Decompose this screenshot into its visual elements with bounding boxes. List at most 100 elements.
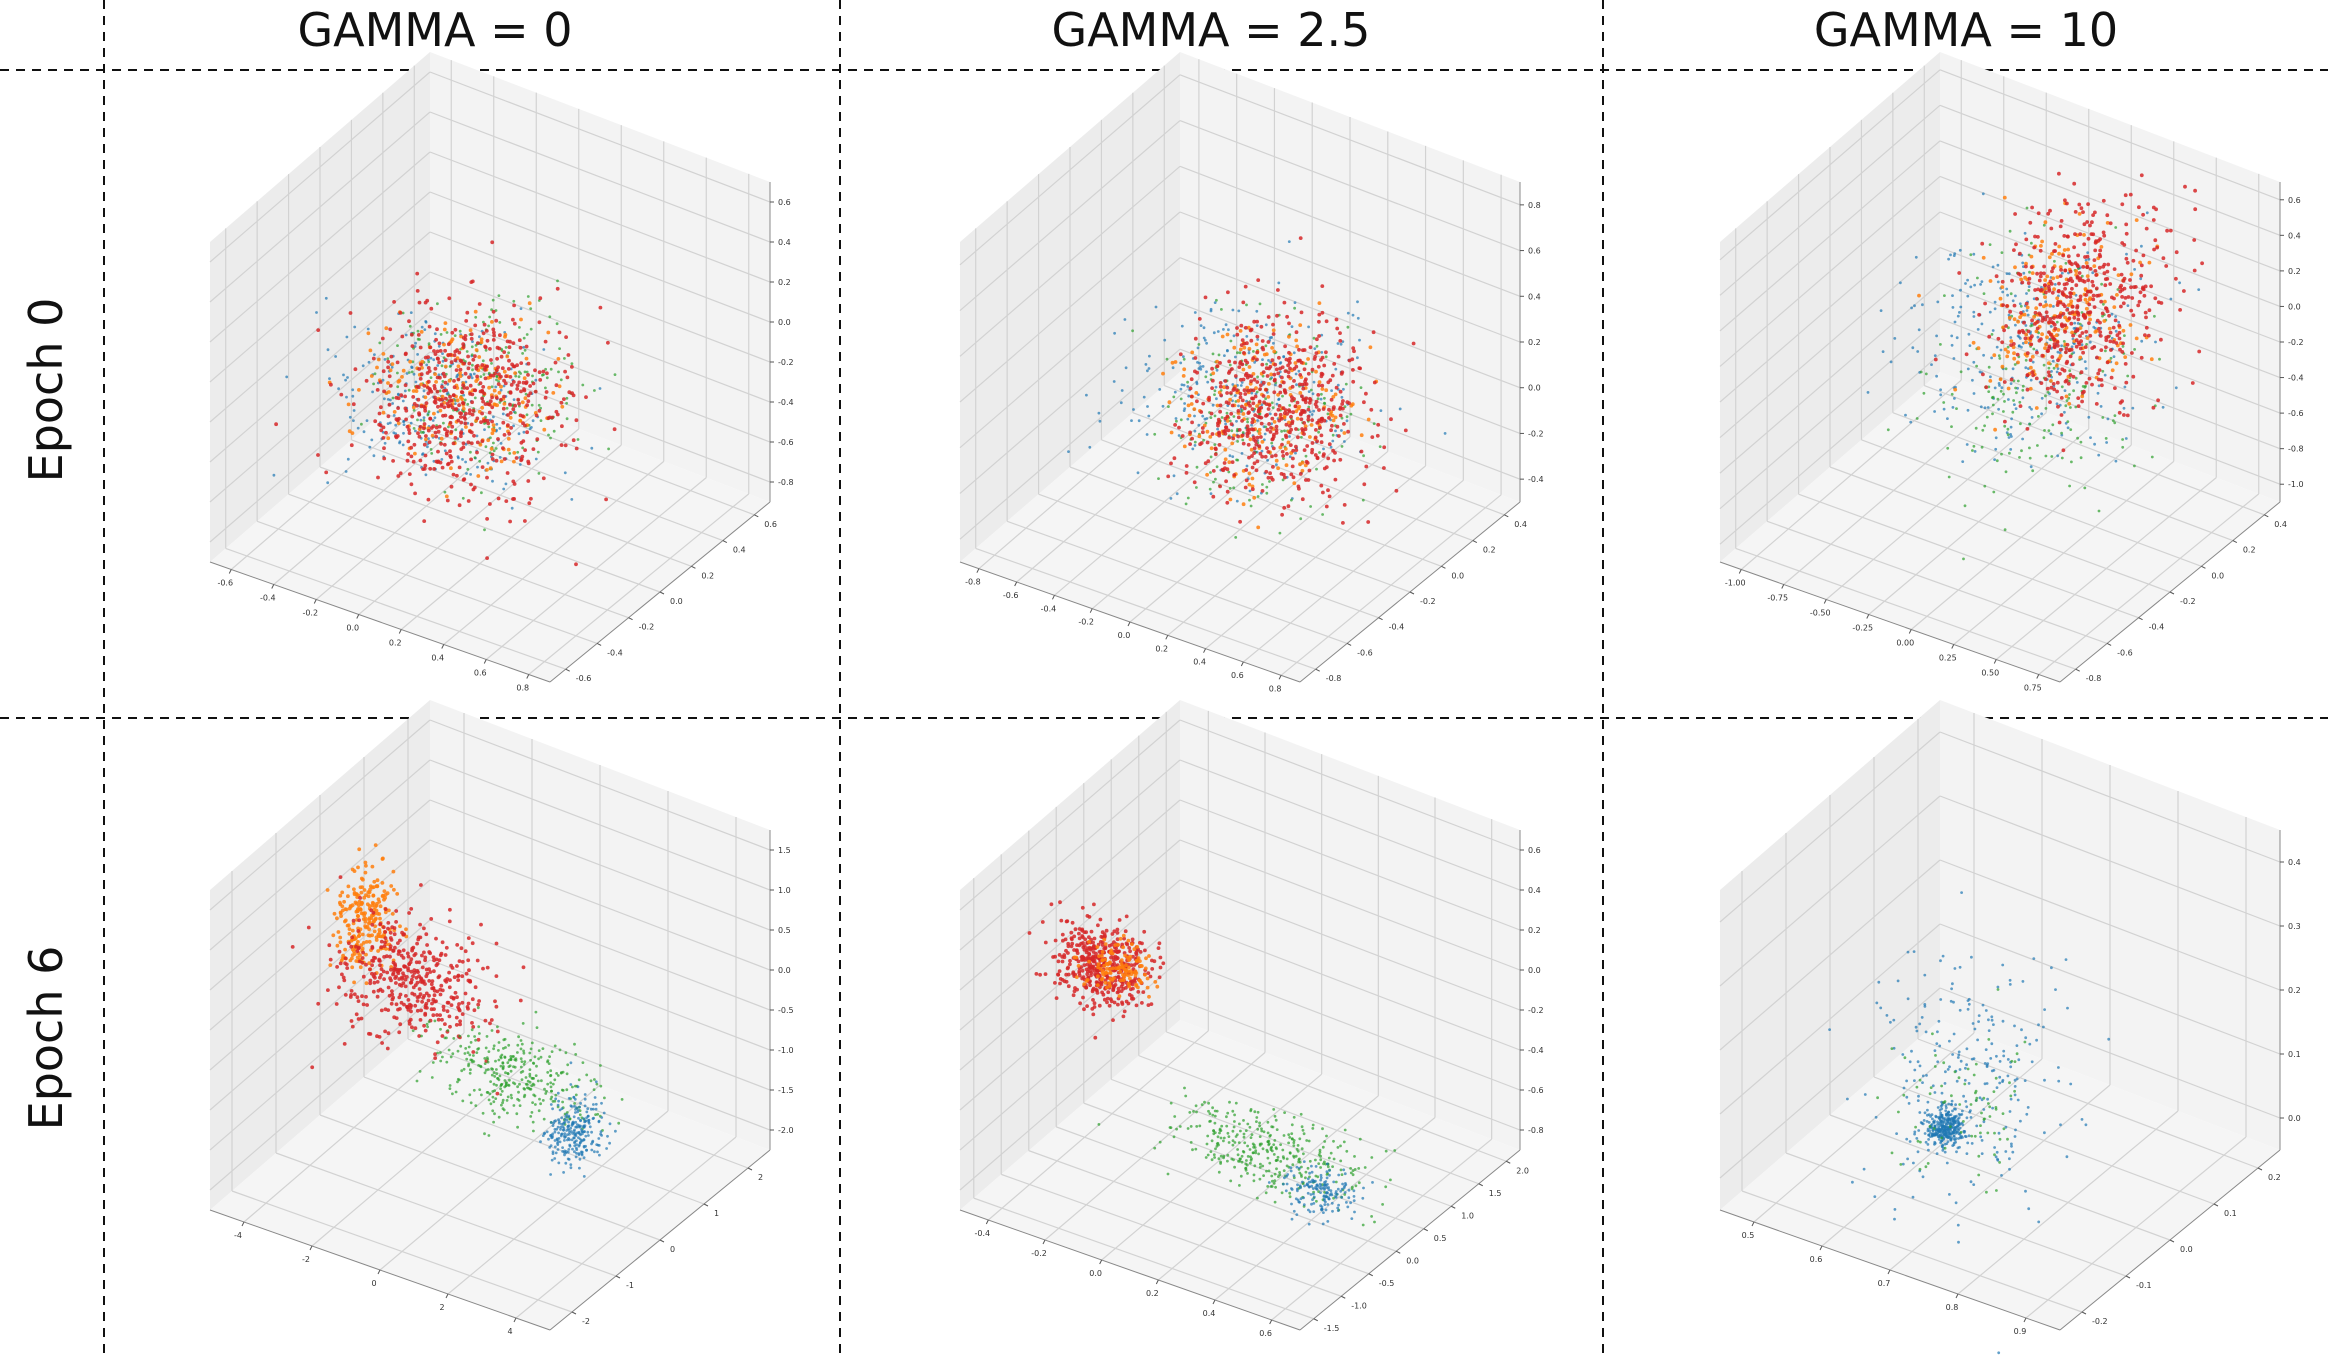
point-class_c bbox=[529, 1115, 533, 1118]
x-tick-label: -0.25 bbox=[1852, 624, 1873, 633]
point-class_a bbox=[382, 456, 387, 461]
point-class_a bbox=[1249, 379, 1253, 384]
point-class_a bbox=[2193, 188, 2198, 193]
point-class_a bbox=[441, 371, 446, 376]
point-class_a bbox=[376, 988, 381, 993]
point-class_b bbox=[1981, 255, 1986, 260]
point-class_d bbox=[1949, 253, 1952, 257]
point-class_d bbox=[1182, 355, 1185, 358]
point-class_a bbox=[1244, 468, 1249, 472]
point-class_a bbox=[2080, 331, 2085, 335]
floor-pane bbox=[210, 372, 770, 682]
point-class_a bbox=[419, 883, 423, 887]
point-class_a bbox=[1290, 398, 1294, 403]
point-class_a bbox=[1331, 407, 1336, 411]
point-class_c bbox=[1321, 513, 1324, 516]
point-class_a bbox=[1243, 392, 1248, 396]
point-class_a bbox=[2056, 343, 2060, 348]
y-tick-mark bbox=[691, 565, 696, 569]
point-class_d bbox=[1294, 451, 1297, 455]
point-class_d bbox=[396, 392, 400, 396]
point-class_c bbox=[1214, 477, 1217, 481]
point-class_a bbox=[376, 475, 380, 480]
point-class_d bbox=[1959, 288, 1962, 292]
point-class_d bbox=[597, 1144, 601, 1147]
point-class_a bbox=[415, 1008, 420, 1013]
point-class_c bbox=[1939, 343, 1942, 346]
point-class_b bbox=[356, 865, 360, 870]
point-class_c bbox=[2013, 363, 2017, 366]
point-class_b bbox=[2121, 328, 2126, 333]
point-class_d bbox=[1953, 252, 1957, 256]
point-class_c bbox=[522, 1087, 526, 1090]
point-class_d bbox=[2014, 407, 2018, 410]
point-class_a bbox=[2035, 319, 2040, 324]
point-class_a bbox=[389, 354, 394, 359]
point-class_a bbox=[475, 374, 479, 379]
point-class_a bbox=[2182, 289, 2186, 293]
point-class_c bbox=[1340, 445, 1344, 448]
point-class_a bbox=[1394, 488, 1399, 493]
point-class_c bbox=[1922, 391, 1926, 395]
point-class_c bbox=[1283, 429, 1286, 433]
point-class_d bbox=[2049, 325, 2053, 328]
x-tick-label: -0.4 bbox=[1041, 604, 1057, 613]
point-class_d bbox=[398, 440, 402, 444]
point-class_d bbox=[2125, 252, 2128, 256]
point-class_d bbox=[1334, 429, 1337, 433]
point-class_d bbox=[1124, 366, 1128, 370]
point-class_a bbox=[528, 384, 532, 388]
point-class_a bbox=[501, 420, 506, 425]
point-class_a bbox=[432, 958, 436, 963]
left-gridline-z bbox=[959, 257, 1181, 449]
point-class_a bbox=[2000, 340, 2005, 345]
point-class_b bbox=[390, 362, 395, 366]
point-class_b bbox=[2029, 365, 2033, 370]
point-class_d bbox=[402, 423, 406, 426]
point-class_a bbox=[1272, 372, 1277, 377]
point-class_d bbox=[368, 445, 372, 449]
point-class_a bbox=[423, 406, 427, 410]
point-class_a bbox=[485, 517, 489, 521]
point-class_a bbox=[1250, 396, 1254, 401]
point-class_a bbox=[2114, 341, 2119, 345]
point-class_a bbox=[2062, 234, 2067, 238]
point-class_b bbox=[358, 965, 363, 970]
z-tick-label: -0.5 bbox=[778, 1006, 794, 1015]
point-class_a bbox=[451, 996, 456, 1001]
point-class_a bbox=[439, 402, 444, 407]
point-class_a bbox=[481, 385, 486, 389]
point-class_c bbox=[1323, 396, 1326, 400]
point-class_b bbox=[2128, 323, 2133, 327]
z-tick-label: 0.4 bbox=[1528, 292, 1541, 301]
point-class_c bbox=[499, 1056, 503, 1060]
point-class_a bbox=[1260, 454, 1265, 459]
point-class_d bbox=[1193, 444, 1197, 447]
point-class_b bbox=[1309, 423, 1314, 427]
point-class_c bbox=[411, 1029, 415, 1032]
point-class_d bbox=[461, 458, 464, 461]
point-class_a bbox=[439, 983, 444, 988]
point-class_c bbox=[439, 333, 443, 336]
point-class_a bbox=[2085, 289, 2090, 294]
point-class_b bbox=[1971, 340, 1976, 345]
point-class_a bbox=[2071, 333, 2076, 338]
point-class_a bbox=[564, 335, 568, 339]
point-class_d bbox=[472, 372, 476, 376]
point-class_a bbox=[447, 399, 452, 403]
point-class_b bbox=[338, 911, 343, 916]
x-tick-label: 2 bbox=[439, 1303, 444, 1312]
point-class_a bbox=[438, 992, 443, 997]
z-tick-label: 0.4 bbox=[778, 238, 791, 247]
point-class_a bbox=[2120, 202, 2125, 207]
point-class_c bbox=[442, 421, 445, 425]
point-class_d bbox=[1173, 390, 1177, 394]
point-class_a bbox=[2097, 326, 2101, 331]
point-class_c bbox=[581, 1061, 585, 1064]
point-class_a bbox=[419, 977, 424, 982]
point-class_b bbox=[352, 980, 356, 985]
point-class_d bbox=[1356, 300, 1359, 304]
point-class_c bbox=[1208, 487, 1212, 491]
point-class_c bbox=[508, 452, 512, 455]
point-class_b bbox=[2005, 354, 2010, 359]
